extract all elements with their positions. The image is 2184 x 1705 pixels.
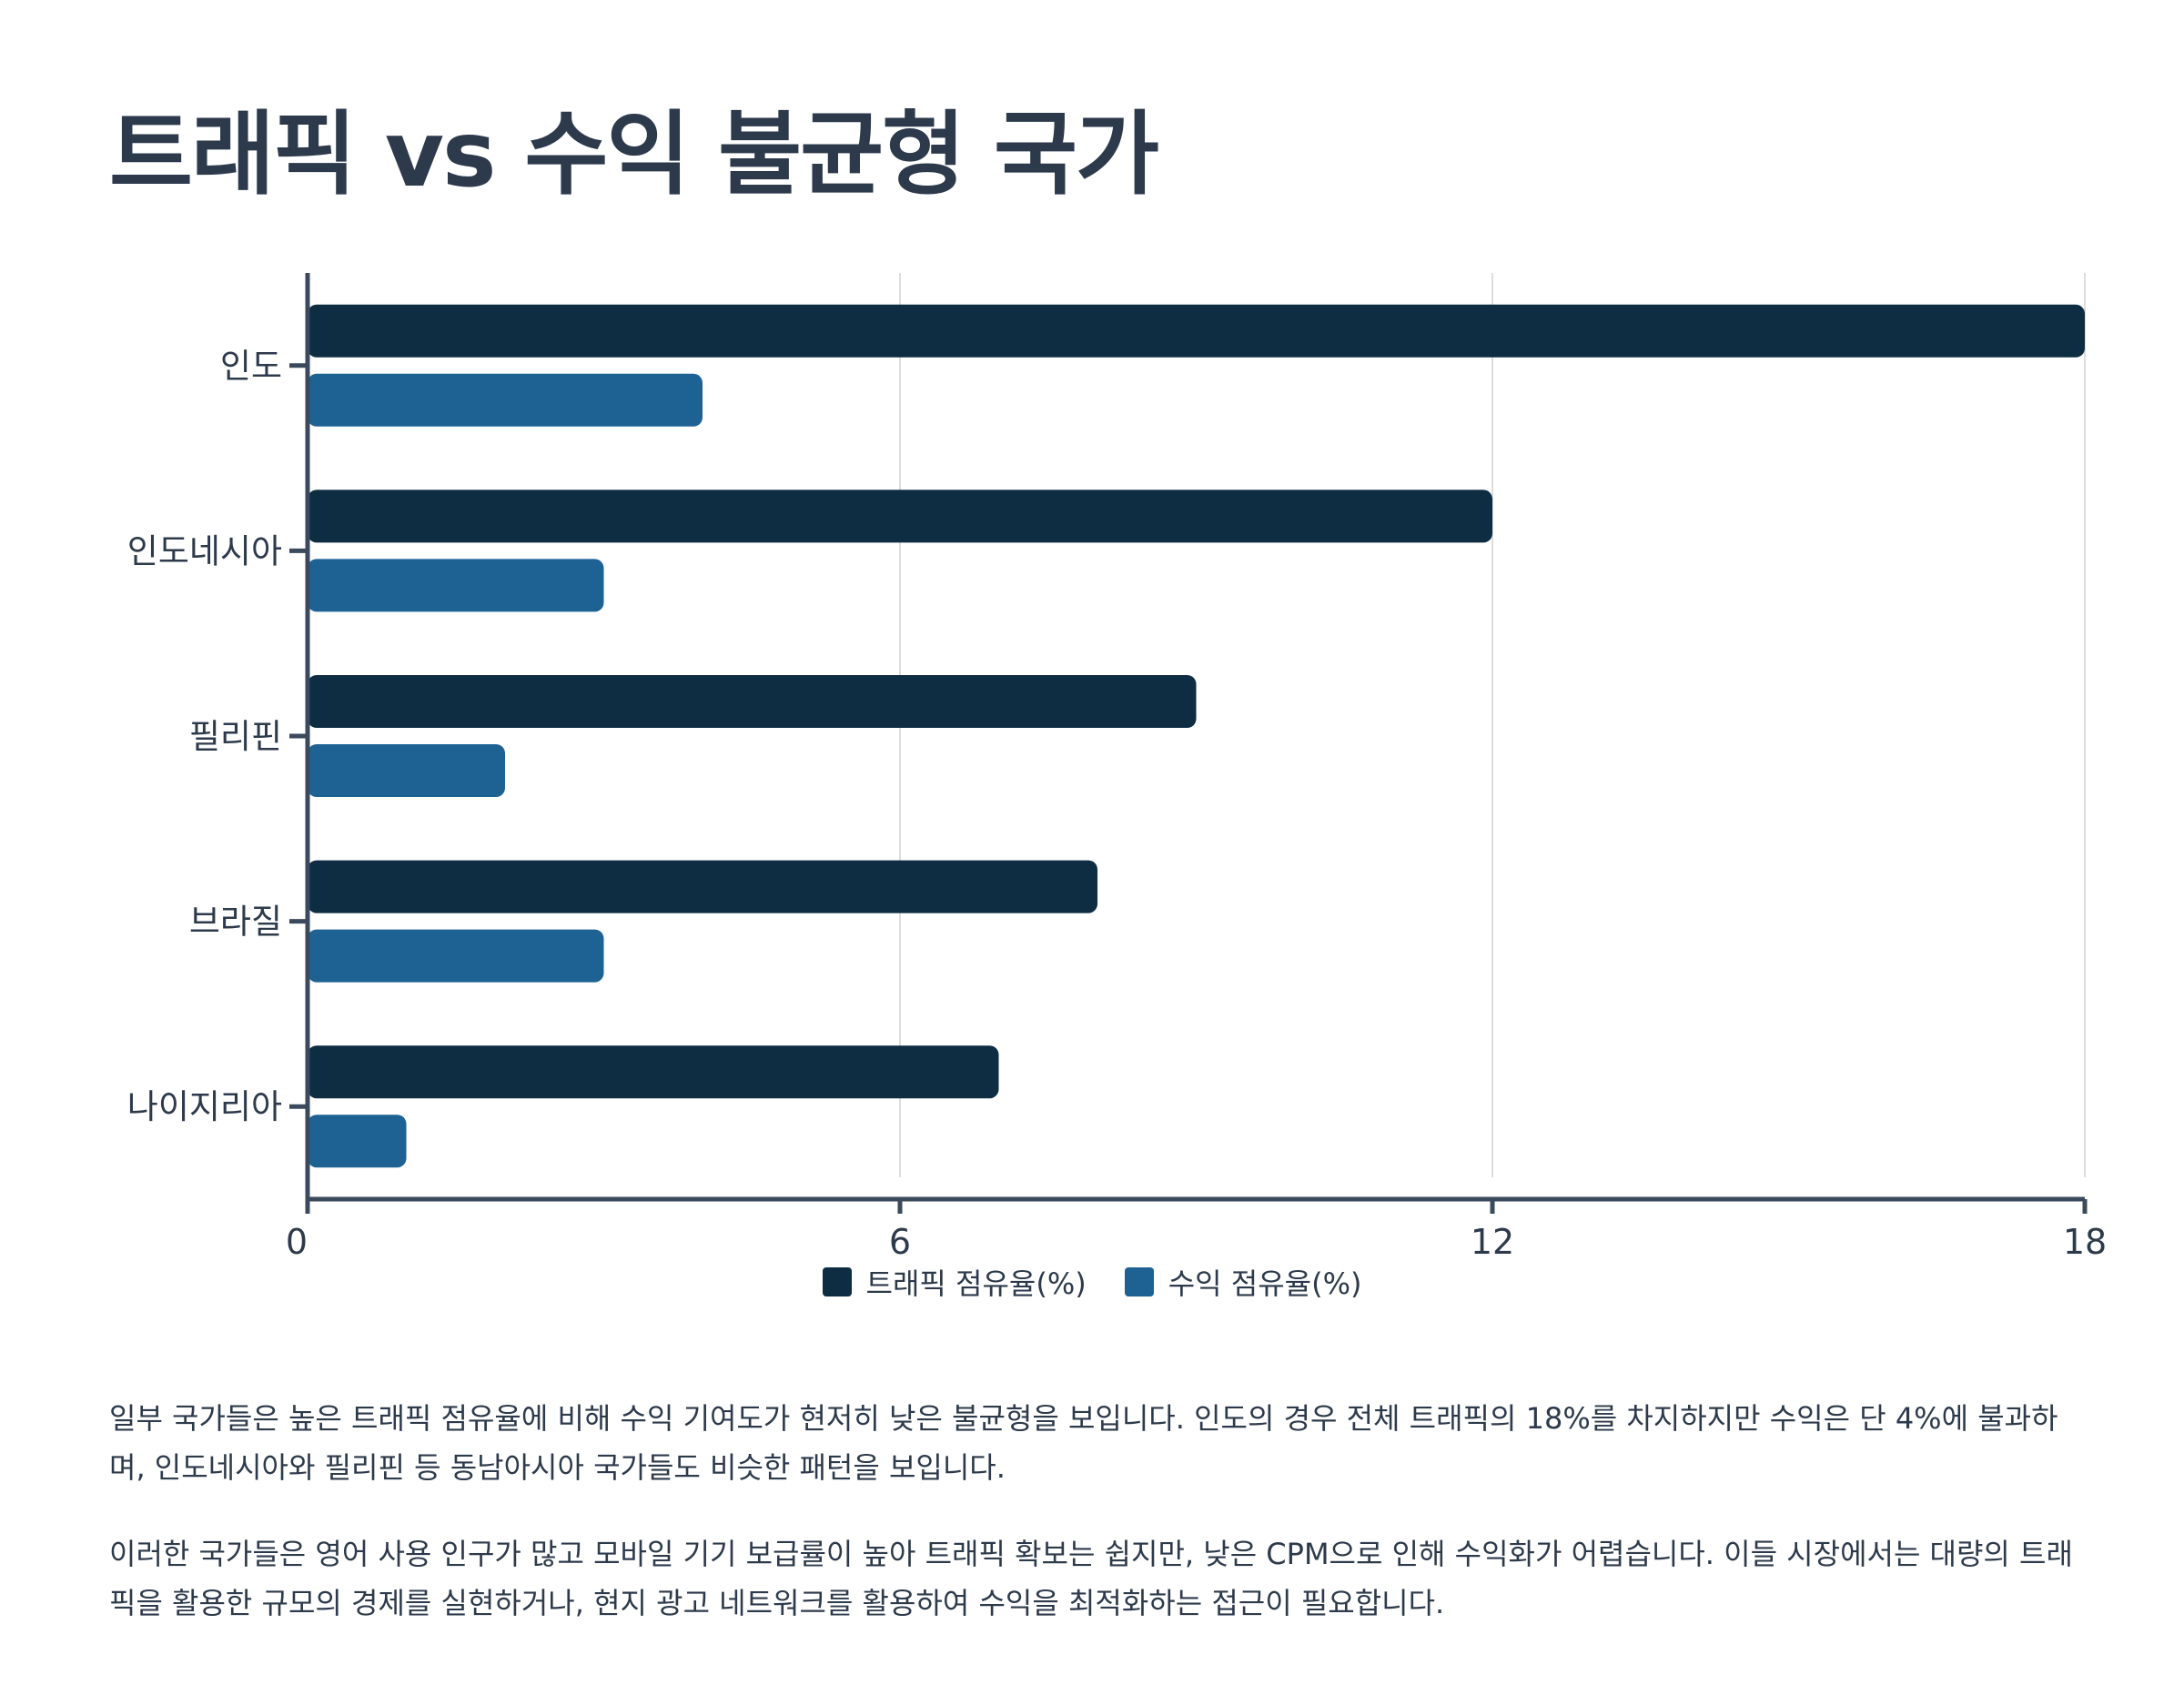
category-label-1: 인도네시아 [127, 531, 282, 570]
legend-item-traffic: 트래픽 점유율(%) [822, 1261, 1087, 1303]
x-tick-label-3: 18 [2063, 1222, 2107, 1256]
description-paragraph-1: 일부 국가들은 높은 트래픽 점유율에 비해 수익 기여도가 현저히 낮은 불균… [109, 1401, 2058, 1485]
category-label-2: 필리핀 [189, 717, 282, 756]
bar-revenue-0 [308, 373, 703, 427]
x-tick-label-1: 6 [889, 1222, 911, 1256]
x-tick-label-0: 0 [286, 1222, 308, 1256]
legend-swatch-revenue [1124, 1267, 1154, 1296]
bar-revenue-2 [308, 744, 505, 797]
legend-label-traffic: 트래픽 점유율(%) [865, 1266, 1087, 1301]
bar-traffic-0 [308, 304, 2085, 358]
legend-item-revenue: 수익 점유율(%) [1124, 1261, 1362, 1303]
bar-traffic-2 [308, 675, 1197, 728]
bar-traffic-4 [308, 1045, 999, 1099]
chart-legend: 트래픽 점유율(%) 수익 점유율(%) [0, 1261, 2184, 1303]
category-label-3: 브라질 [189, 903, 282, 942]
legend-swatch-traffic [822, 1267, 852, 1296]
bar-revenue-4 [308, 1115, 407, 1168]
description-paragraph-2: 이러한 국가들은 영어 사용 인구가 많고 모바일 기기 보급률이 높아 트래픽… [109, 1537, 2073, 1620]
bar-traffic-3 [308, 860, 1097, 913]
category-label-4: 나이지리아 [127, 1087, 282, 1126]
bar-revenue-1 [308, 559, 604, 612]
category-label-0: 인도 [220, 347, 282, 386]
bar-traffic-1 [308, 489, 1492, 543]
bar-revenue-3 [308, 929, 604, 983]
chart-title: 트래픽 vs 수익 불균형 국가 [109, 101, 1159, 207]
x-tick-label-2: 12 [1471, 1222, 1514, 1256]
legend-label-revenue: 수익 점유율(%) [1168, 1266, 1362, 1301]
